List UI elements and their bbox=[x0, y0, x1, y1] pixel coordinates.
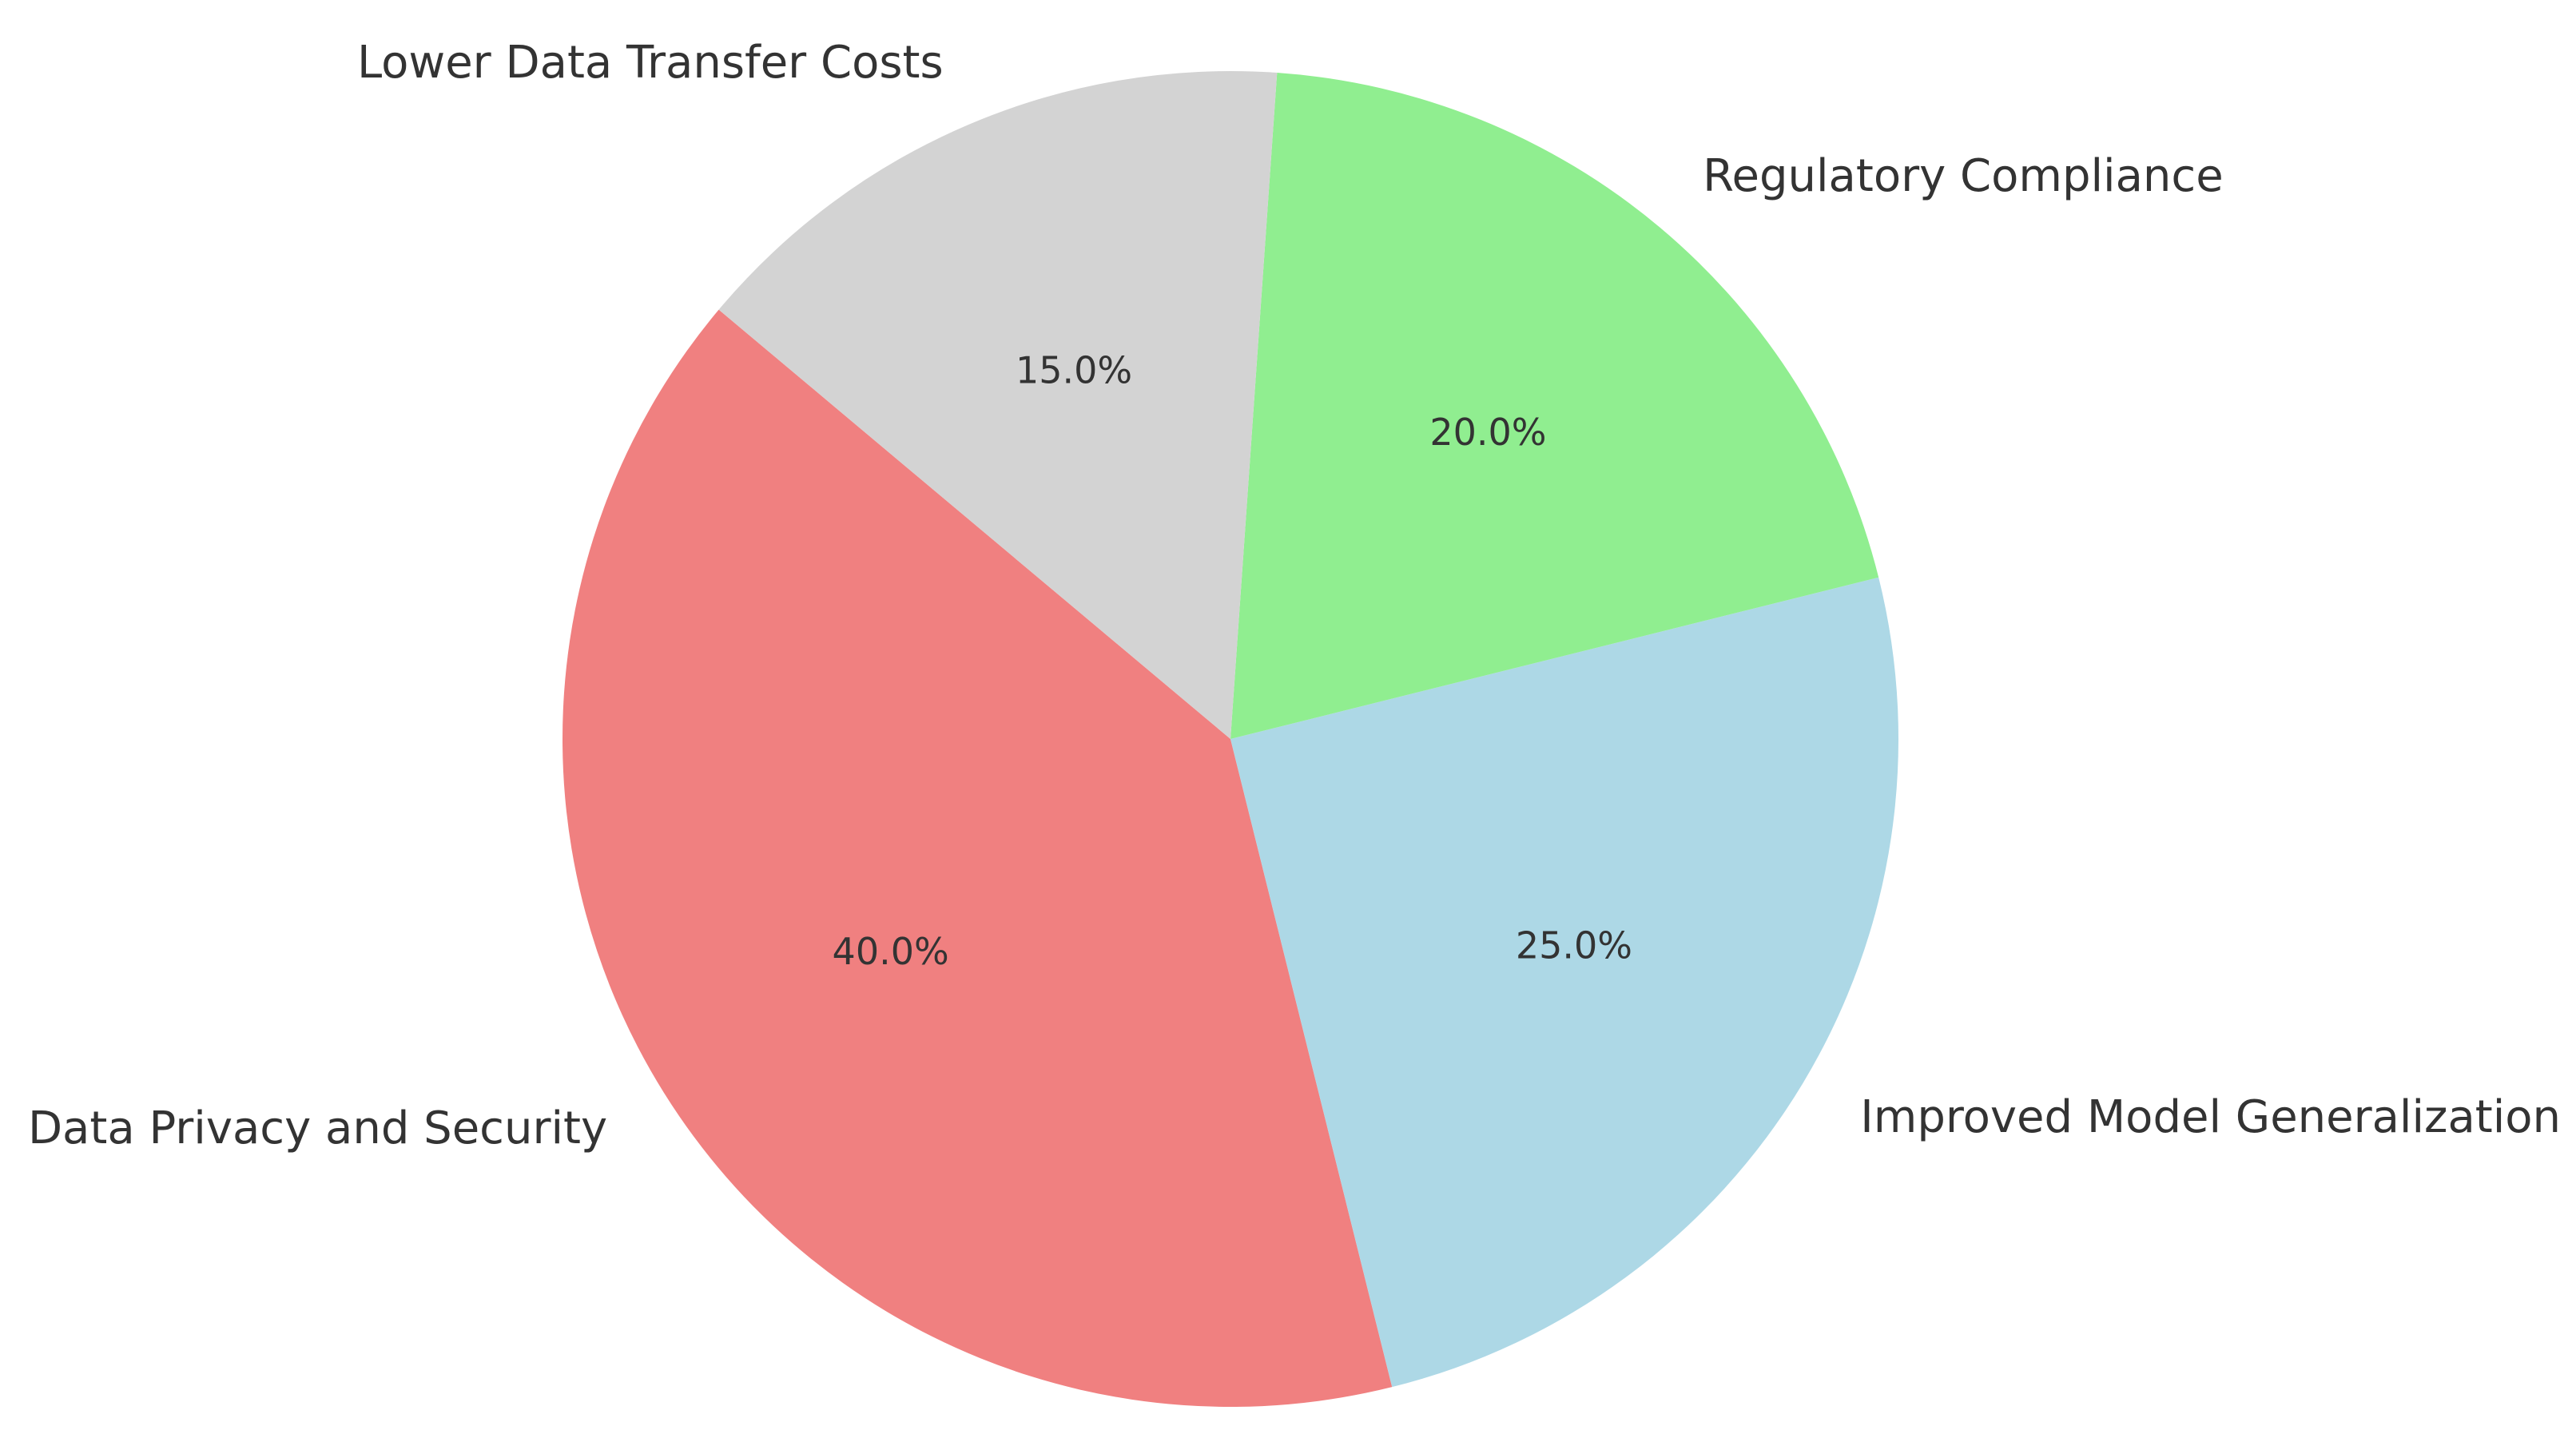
slice-percentage-label: 25.0% bbox=[1516, 924, 1632, 967]
pie-slice-3 bbox=[1230, 73, 1879, 740]
pie-slice-4 bbox=[718, 71, 1278, 739]
slice-percentage-label: 20.0% bbox=[1429, 411, 1546, 454]
pie-slice-1 bbox=[562, 309, 1393, 1408]
slice-category-label: Lower Data Transfer Costs bbox=[357, 37, 944, 89]
slice-category-label: Improved Model Generalization bbox=[1860, 1091, 2561, 1143]
percentage-labels: 40.0% 25.0% 20.0% 15.0% bbox=[833, 348, 1632, 973]
pie-slice-2 bbox=[1230, 577, 1898, 1388]
slice-category-label: Data Privacy and Security bbox=[28, 1102, 607, 1154]
category-labels: Data Privacy and Security Improved Model … bbox=[28, 37, 2561, 1154]
slice-percentage-label: 15.0% bbox=[1016, 348, 1132, 391]
pie-slices bbox=[562, 71, 1898, 1408]
slice-percentage-label: 40.0% bbox=[833, 930, 949, 973]
slice-category-label: Regulatory Compliance bbox=[1703, 150, 2224, 202]
